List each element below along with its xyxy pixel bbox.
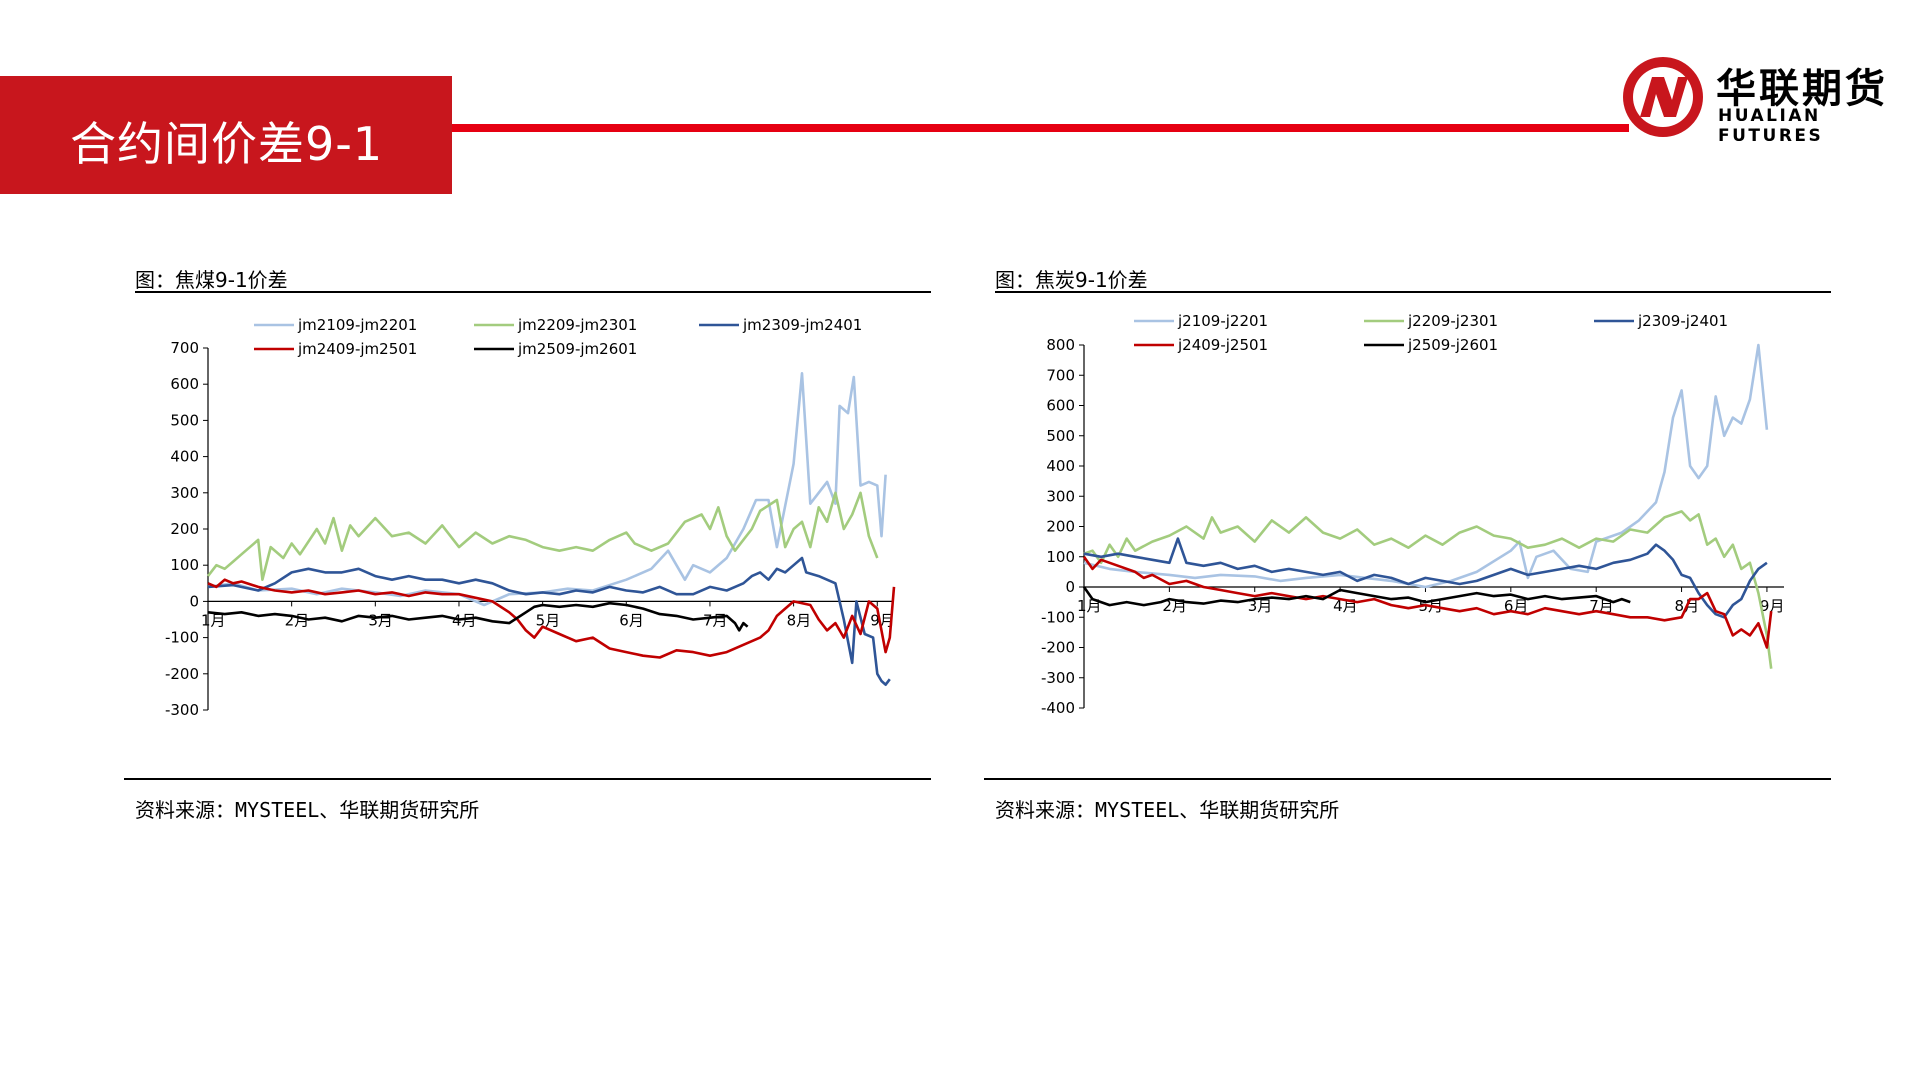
legend-label: j2209-j2301 xyxy=(1407,312,1498,330)
legend-label: j2409-j2501 xyxy=(1177,336,1268,354)
series-line-j2209-j2301 xyxy=(1083,510,1773,669)
y-tick-label: 500 xyxy=(1046,427,1075,445)
series-line-jm2109-jm2201 xyxy=(207,372,887,607)
title-accent-line xyxy=(452,124,1629,132)
x-tick-label: 2月 xyxy=(285,611,310,629)
y-tick-label: -100 xyxy=(165,629,199,647)
logo-chinese-name: 华联期货 xyxy=(1716,66,1888,112)
chart2-title: 图：焦炭9-1价差 xyxy=(995,268,1148,292)
y-tick-label: 0 xyxy=(1065,578,1075,596)
y-tick-label: 700 xyxy=(1046,366,1075,384)
y-tick-label: -300 xyxy=(1041,669,1075,687)
legend-label: jm2109-jm2201 xyxy=(297,316,417,334)
y-tick-label: 600 xyxy=(170,375,199,393)
y-tick-label: 300 xyxy=(1046,487,1075,505)
y-tick-label: -200 xyxy=(1041,639,1075,657)
y-tick-label: 600 xyxy=(1046,397,1075,415)
logo-english-name: HUALIAN FUTURES xyxy=(1718,106,1824,146)
y-tick-label: 200 xyxy=(1046,518,1075,536)
y-tick-label: -100 xyxy=(1041,608,1075,626)
series-line-j2409-j2501 xyxy=(1082,556,1773,649)
y-tick-label: -300 xyxy=(165,701,199,719)
series-line-jm2509-jm2601 xyxy=(207,601,749,632)
y-tick-label: 200 xyxy=(170,520,199,538)
x-tick-label: 3月 xyxy=(1248,597,1273,615)
chart2-bottom-rule xyxy=(984,778,1831,780)
y-tick-label: 800 xyxy=(1046,336,1075,354)
x-tick-label: 3月 xyxy=(368,611,393,629)
series-line-j2509-j2601 xyxy=(1082,586,1631,607)
y-tick-label: -400 xyxy=(1041,699,1075,717)
x-tick-label: 5月 xyxy=(536,611,561,629)
y-tick-label: 100 xyxy=(1046,548,1075,566)
legend-label: j2509-j2601 xyxy=(1407,336,1498,354)
y-tick-label: 100 xyxy=(170,556,199,574)
series-line-jm2409-jm2501 xyxy=(207,578,896,659)
x-tick-label: 9月 xyxy=(870,611,895,629)
chart1-source: 资料来源：MYSTEEL、华联期货研究所 xyxy=(135,798,480,822)
y-tick-label: -200 xyxy=(165,665,199,683)
y-tick-label: 0 xyxy=(189,592,199,610)
chart1-top-rule xyxy=(135,291,931,293)
x-tick-label: 9月 xyxy=(1760,597,1785,615)
series-line-j2109-j2201 xyxy=(1083,343,1769,589)
chart2-source: 资料来源：MYSTEEL、华联期货研究所 xyxy=(995,798,1340,822)
y-tick-label: 500 xyxy=(170,411,199,429)
title-banner xyxy=(0,76,452,194)
x-tick-label: 6月 xyxy=(619,611,644,629)
legend-label: j2109-j2201 xyxy=(1177,312,1268,330)
chart2-top-rule xyxy=(995,291,1831,293)
x-tick-label: 7月 xyxy=(703,611,728,629)
hualian-logo-icon xyxy=(1623,57,1703,137)
x-tick-label: 8月 xyxy=(787,611,812,629)
x-tick-label: 1月 xyxy=(1077,597,1102,615)
legend-label: jm2409-jm2501 xyxy=(297,340,417,358)
page-title: 合约间价差9-1 xyxy=(70,117,384,171)
chart1-bottom-rule xyxy=(124,778,931,780)
y-tick-label: 700 xyxy=(170,339,199,357)
legend-label: jm2309-jm2401 xyxy=(742,316,862,334)
legend-label: jm2209-jm2301 xyxy=(517,316,637,334)
series-line-j2309-j2401 xyxy=(1083,537,1768,619)
y-tick-label: 300 xyxy=(170,484,199,502)
y-tick-label: 400 xyxy=(1046,457,1075,475)
legend-label: j2309-j2401 xyxy=(1637,312,1728,330)
chart1-title: 图：焦煤9-1价差 xyxy=(135,268,288,292)
y-tick-label: 400 xyxy=(170,448,199,466)
chart-coke-spread: -400 -300 -200 -100 0 100 200 300 400 500 600 700 80… xyxy=(1041,312,1785,717)
chart-coking-coal-spread: -300 -200 -100 0 100 200 300 400 500 600 700 1月 2月 3月… xyxy=(165,316,896,719)
series-line-jm2209-jm2301 xyxy=(206,491,879,581)
x-tick-label: 4月 xyxy=(452,611,477,629)
x-tick-label: 1月 xyxy=(201,611,226,629)
legend-label: jm2509-jm2601 xyxy=(517,340,637,358)
series-line-jm2309-jm2401 xyxy=(207,556,891,686)
